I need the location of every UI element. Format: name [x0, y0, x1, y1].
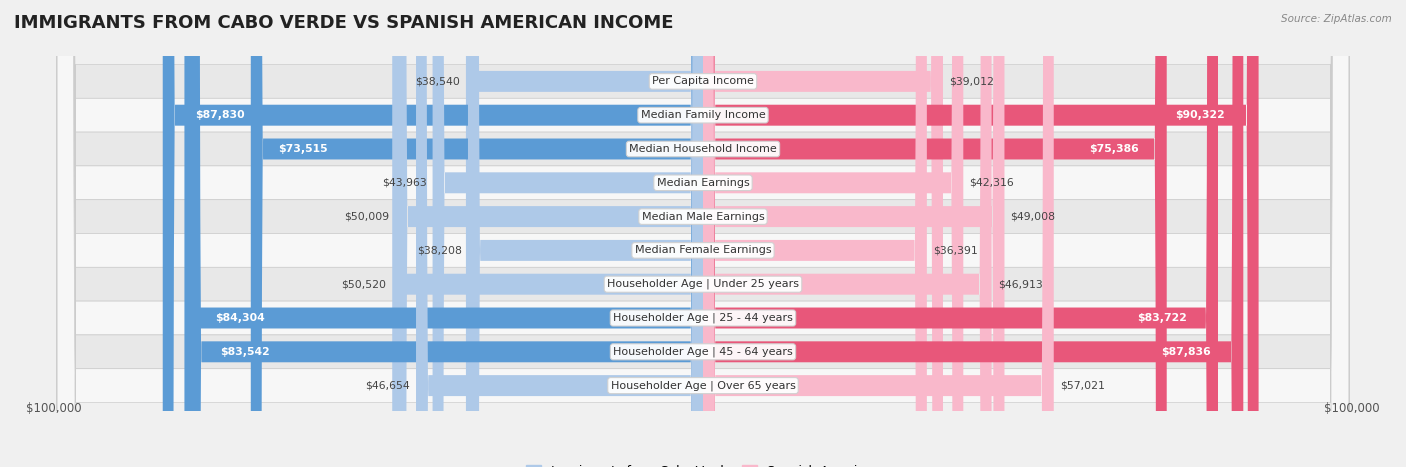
Text: $75,386: $75,386: [1090, 144, 1139, 154]
Text: $57,021: $57,021: [1060, 381, 1105, 390]
Text: $43,963: $43,963: [381, 178, 426, 188]
FancyBboxPatch shape: [184, 0, 703, 467]
FancyBboxPatch shape: [703, 0, 1167, 467]
Text: Median Female Earnings: Median Female Earnings: [634, 245, 772, 255]
Text: $100,000: $100,000: [27, 402, 82, 415]
FancyBboxPatch shape: [703, 0, 1053, 467]
Text: $42,316: $42,316: [970, 178, 1014, 188]
FancyBboxPatch shape: [416, 0, 703, 467]
Text: $38,208: $38,208: [418, 245, 461, 255]
FancyBboxPatch shape: [58, 0, 1348, 467]
FancyBboxPatch shape: [392, 0, 703, 467]
Text: $46,654: $46,654: [366, 381, 411, 390]
FancyBboxPatch shape: [395, 0, 703, 467]
Text: $36,391: $36,391: [934, 245, 977, 255]
Text: Per Capita Income: Per Capita Income: [652, 77, 754, 86]
FancyBboxPatch shape: [703, 0, 1218, 467]
Text: $84,304: $84,304: [215, 313, 266, 323]
FancyBboxPatch shape: [703, 0, 1004, 467]
FancyBboxPatch shape: [190, 0, 703, 467]
Text: Median Male Earnings: Median Male Earnings: [641, 212, 765, 222]
FancyBboxPatch shape: [465, 0, 703, 467]
FancyBboxPatch shape: [703, 0, 943, 467]
Text: $87,836: $87,836: [1161, 347, 1211, 357]
Text: $83,542: $83,542: [219, 347, 270, 357]
FancyBboxPatch shape: [250, 0, 703, 467]
FancyBboxPatch shape: [58, 0, 1348, 467]
Text: Householder Age | Under 25 years: Householder Age | Under 25 years: [607, 279, 799, 290]
FancyBboxPatch shape: [58, 0, 1348, 467]
Text: $73,515: $73,515: [278, 144, 328, 154]
Text: $38,540: $38,540: [415, 77, 460, 86]
FancyBboxPatch shape: [703, 0, 1258, 467]
Text: Source: ZipAtlas.com: Source: ZipAtlas.com: [1281, 14, 1392, 24]
Text: $100,000: $100,000: [1324, 402, 1379, 415]
Text: $49,008: $49,008: [1011, 212, 1056, 222]
FancyBboxPatch shape: [58, 0, 1348, 467]
FancyBboxPatch shape: [58, 0, 1348, 467]
Text: $46,913: $46,913: [998, 279, 1042, 289]
FancyBboxPatch shape: [703, 0, 963, 467]
Text: Householder Age | 25 - 44 years: Householder Age | 25 - 44 years: [613, 313, 793, 323]
Text: Householder Age | Over 65 years: Householder Age | Over 65 years: [610, 380, 796, 391]
Legend: Immigrants from Cabo Verde, Spanish American: Immigrants from Cabo Verde, Spanish Amer…: [522, 460, 884, 467]
Text: $87,830: $87,830: [195, 110, 245, 120]
Text: Median Earnings: Median Earnings: [657, 178, 749, 188]
FancyBboxPatch shape: [58, 0, 1348, 467]
Text: $83,722: $83,722: [1137, 313, 1187, 323]
Text: Median Family Income: Median Family Income: [641, 110, 765, 120]
FancyBboxPatch shape: [468, 0, 703, 467]
Text: Householder Age | 45 - 64 years: Householder Age | 45 - 64 years: [613, 347, 793, 357]
FancyBboxPatch shape: [58, 0, 1348, 467]
FancyBboxPatch shape: [58, 0, 1348, 467]
Text: $90,322: $90,322: [1175, 110, 1225, 120]
Text: $39,012: $39,012: [949, 77, 994, 86]
Text: IMMIGRANTS FROM CABO VERDE VS SPANISH AMERICAN INCOME: IMMIGRANTS FROM CABO VERDE VS SPANISH AM…: [14, 14, 673, 32]
FancyBboxPatch shape: [433, 0, 703, 467]
FancyBboxPatch shape: [703, 0, 1243, 467]
FancyBboxPatch shape: [703, 0, 927, 467]
FancyBboxPatch shape: [163, 0, 703, 467]
Text: Median Household Income: Median Household Income: [628, 144, 778, 154]
FancyBboxPatch shape: [58, 0, 1348, 467]
Text: $50,520: $50,520: [342, 279, 387, 289]
FancyBboxPatch shape: [58, 0, 1348, 467]
FancyBboxPatch shape: [703, 0, 991, 467]
Text: $50,009: $50,009: [344, 212, 389, 222]
